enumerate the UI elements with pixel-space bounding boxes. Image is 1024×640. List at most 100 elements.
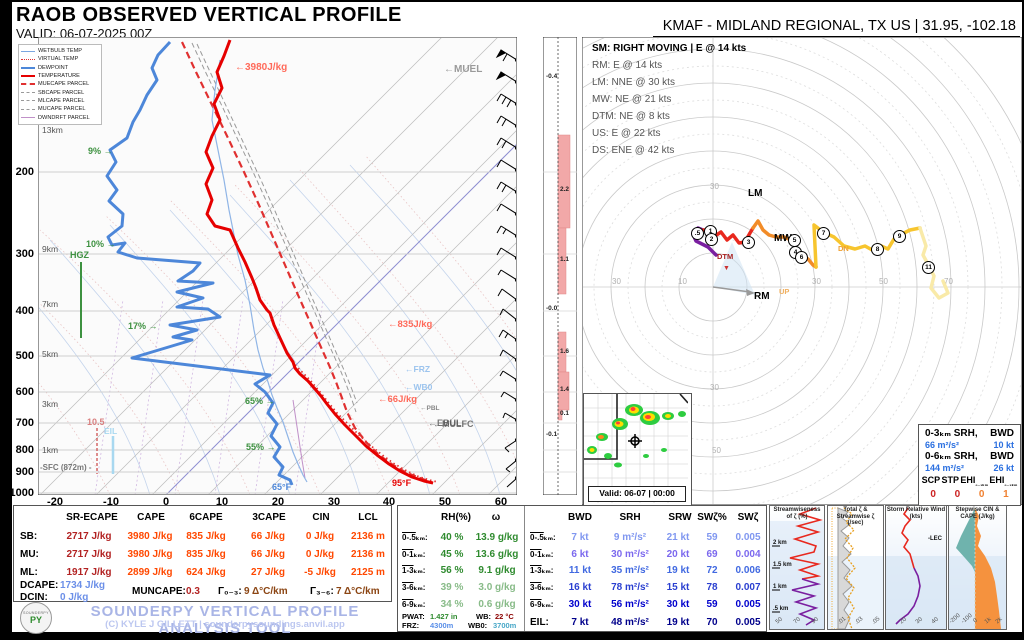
ds-info-line: DS: ENE @ 42 kts bbox=[592, 145, 675, 156]
rh-label-10: 10% → bbox=[86, 239, 116, 249]
sfc-dewpoint-label: 65°F bbox=[272, 482, 292, 492]
mixing-ratio-value: 3.0 g/kg bbox=[478, 582, 516, 593]
mu-cin: 0 J/kg bbox=[305, 549, 335, 560]
radar-inset-map: Valid: 06-07 | 00:00 bbox=[583, 393, 692, 507]
omega-header: ω bbox=[491, 512, 501, 523]
omega-value: 1.4 bbox=[560, 386, 569, 393]
ehi03-value: 1 bbox=[1003, 488, 1009, 500]
kin-layer-label: 1-3 bbox=[530, 566, 542, 575]
dwndrft-line-icon bbox=[21, 117, 35, 119]
parcel-traces-gray bbox=[191, 42, 358, 413]
hodo-height-marker: 2 bbox=[705, 233, 718, 246]
omega-strip: -0.4 2.2 1.1 -0.0 1.6 1.4 0.1 -0.1 bbox=[543, 37, 577, 495]
muecape-line-icon bbox=[21, 83, 35, 86]
height-label: 9km bbox=[42, 244, 58, 254]
wind-barb-column bbox=[495, 49, 516, 488]
wb-label: WB: bbox=[476, 612, 491, 621]
streamwise-zeta-trace bbox=[843, 507, 856, 629]
pbl-label: ←PBL bbox=[420, 405, 440, 412]
wb-value: 22 °C bbox=[495, 612, 514, 621]
mu-3cape: 66 J/kg bbox=[251, 549, 285, 560]
mixing-ratio-value: 0.6 g/kg bbox=[478, 599, 516, 610]
rm-info-line: RM: E @ 14 kts bbox=[592, 60, 663, 71]
sw-pct-value: 72 bbox=[706, 565, 718, 576]
dtm-info-line: DTM: NE @ 8 kts bbox=[592, 111, 670, 122]
layer-label-unit: ₖₘ: bbox=[413, 600, 426, 609]
table-divider bbox=[524, 506, 525, 631]
trace-9km-plus bbox=[918, 226, 950, 300]
panel-title: Stepwise CIN & CAPE (J/kg) bbox=[955, 507, 1000, 520]
skewt-legend: WETBULB TEMP VIRTUAL TEMP DEWPOINT TEMPE… bbox=[18, 44, 102, 125]
temp-tick: 0 bbox=[162, 496, 170, 508]
mw-label: MW bbox=[774, 233, 792, 244]
rh-value: 45 % bbox=[440, 549, 464, 560]
storm-motion-info: SM: RIGHT MOVING | E @ 14 kts RM: E @ 14… bbox=[592, 40, 746, 159]
srw-value: 30 kt bbox=[666, 599, 690, 610]
temperature-trace bbox=[204, 39, 434, 485]
row-label-ml: ML: bbox=[20, 567, 38, 578]
srw-value: 19 kt bbox=[666, 565, 690, 576]
pressure-tick: 900 bbox=[15, 466, 34, 478]
zeta-hatch-strip bbox=[831, 507, 839, 629]
layer-label-unit: ₖₘ: bbox=[413, 583, 426, 592]
zero-isotherm bbox=[166, 144, 516, 494]
kin-layer-label: 0-1 bbox=[530, 550, 542, 559]
row-label-sb: SB: bbox=[20, 531, 38, 542]
dn-label: DN bbox=[838, 244, 849, 253]
sfc-temp-label: 95°F bbox=[392, 478, 412, 488]
pressure-tick: 500 bbox=[15, 350, 34, 362]
sb-srecape: 2717 J/kg bbox=[66, 531, 112, 542]
sw-pct-value: 78 bbox=[706, 582, 718, 593]
ring-label: 30 bbox=[710, 182, 719, 191]
layer-label: 1-3 bbox=[402, 566, 414, 575]
mw-info-line: MW: NE @ 21 kts bbox=[592, 94, 672, 105]
wetbulb-line-icon bbox=[21, 50, 35, 52]
frz-value: 4300m bbox=[430, 621, 454, 630]
muncape-label: MUNCAPE: bbox=[132, 586, 186, 597]
bwd-value: 30 kt bbox=[568, 599, 592, 610]
stp-value: 0 bbox=[954, 488, 961, 500]
dcin-label: DCIN: bbox=[20, 592, 48, 603]
dtm-marker-icon: ▼ bbox=[723, 265, 730, 272]
stepwise-cin-cape-panel: Stepwise CIN & CAPE (J/kg) -200 -100 0 1… bbox=[948, 505, 1007, 630]
eil-row-label: EIL: bbox=[530, 617, 549, 628]
dcape-label: DCAPE: bbox=[20, 580, 59, 591]
mixing-ratio-value: 13.6 g/kg bbox=[475, 549, 519, 560]
bwd-value: 7 kt bbox=[571, 617, 589, 628]
ring-label: 70 bbox=[944, 277, 953, 286]
virtualtemp-line-icon bbox=[21, 58, 35, 60]
state-border-corner bbox=[679, 394, 688, 404]
legend-label: MLCAPE PARCEL bbox=[38, 97, 85, 104]
kin-header: SWζ% bbox=[697, 512, 727, 523]
stepwise-cape-area bbox=[975, 508, 1001, 629]
mixing-ratio-value: 9.1 g/kg bbox=[478, 565, 516, 576]
mixing-ratio-value: 13.9 g/kg bbox=[475, 532, 519, 543]
srh-value: 48 m²/s² bbox=[611, 617, 649, 628]
dcape-value: 1734 J/kg bbox=[60, 580, 106, 591]
scp-value: 0 bbox=[930, 488, 936, 500]
sr-wind-trace-lower bbox=[895, 567, 921, 625]
hodo-height-marker: 7 bbox=[817, 227, 830, 240]
mixing-ratio-lines bbox=[94, 299, 324, 494]
eil-label: EIL bbox=[104, 426, 117, 436]
sw-zeta-value: 0.004 bbox=[735, 549, 761, 560]
panel-title: Storm Relative Wind (kts) bbox=[886, 507, 946, 520]
omega-value: 1.6 bbox=[560, 348, 569, 355]
moisture-kinematics-box: RH(%) ω 0-.5ₖₘ: 40 % 13.9 g/kg 0-1ₖₘ: 45… bbox=[397, 505, 767, 632]
temperature-line-icon bbox=[21, 75, 35, 78]
ml-srecape: 1917 J/kg bbox=[66, 567, 112, 578]
us-info-line: US: E @ 22 kts bbox=[592, 128, 661, 139]
rh-label-9: 9% → bbox=[88, 146, 113, 156]
sb-lcl: 2136 m bbox=[351, 531, 385, 542]
radar-echoes bbox=[587, 404, 686, 468]
total-zeta-panel: Total ζ & Streamwise ζ (/sec) .01 .03 .0… bbox=[827, 505, 884, 630]
ml-6cape: 624 J/kg bbox=[186, 567, 226, 578]
layer-label-unit: ₖₘ: bbox=[413, 550, 426, 559]
rh-header: RH(%) bbox=[441, 512, 471, 523]
wb0-label: ←WB0 bbox=[405, 382, 433, 392]
kin-layer-unit: ₖₘ: bbox=[543, 533, 556, 542]
pressure-tick: 700 bbox=[15, 417, 34, 429]
ehi01-sub: ₀₋₁ₖₘ bbox=[975, 481, 989, 488]
lapse-3-6-label: Γ₃₋₆: bbox=[310, 586, 334, 597]
omega-value: 0.1 bbox=[560, 410, 569, 417]
